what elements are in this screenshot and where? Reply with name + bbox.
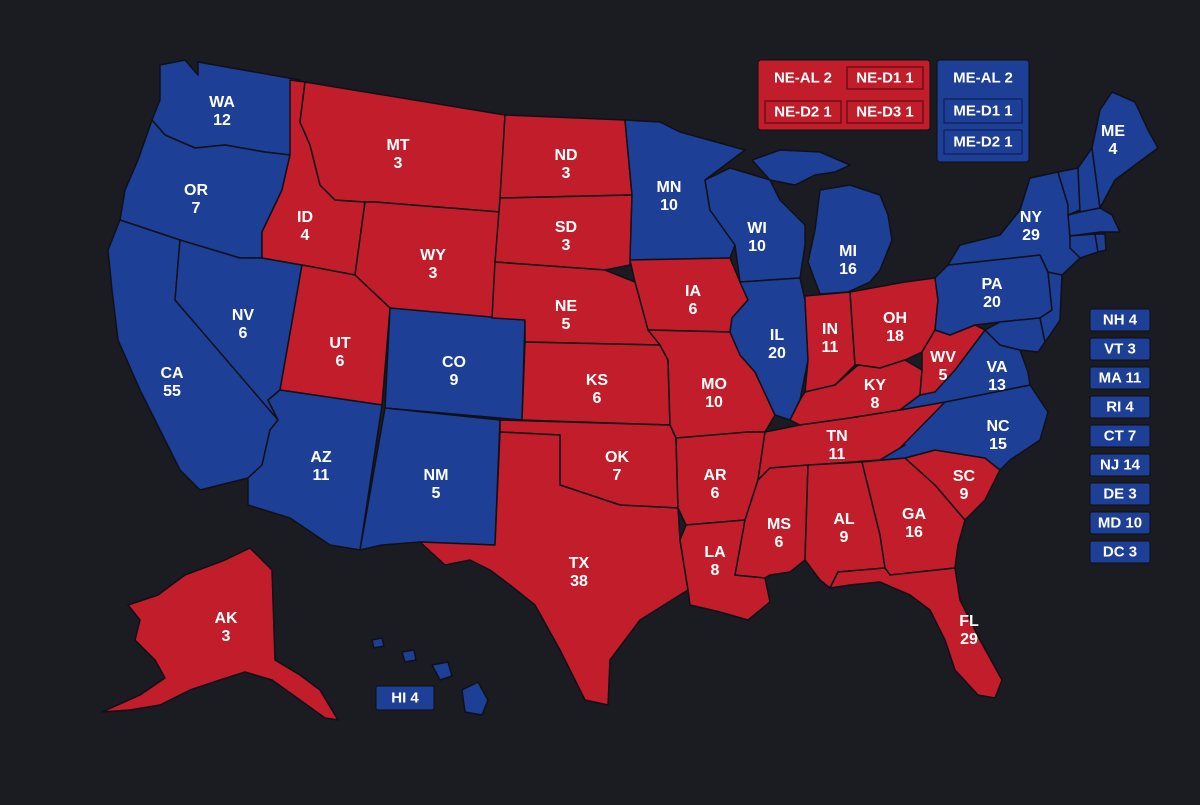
badge-md[interactable]: MD 10 (1089, 511, 1151, 535)
label-sd: SD 3 (555, 219, 577, 254)
state-ut[interactable] (279, 264, 391, 406)
label-ia: IA 6 (685, 283, 701, 318)
label-ny: NY 29 (1020, 209, 1043, 244)
label-tn: TN 11 (826, 428, 847, 463)
ne-d2-badge[interactable]: NE-D2 1 (764, 100, 842, 124)
label-co: CO 9 (442, 354, 466, 389)
label-me: ME 4 (1101, 123, 1125, 158)
label-mn: MN 10 (657, 179, 682, 214)
me-d1-label: ME-D1 1 (953, 103, 1012, 120)
state-wi[interactable] (704, 167, 806, 283)
badge-md-label: MD 10 (1098, 515, 1142, 532)
badge-nh-label: NH 4 (1103, 312, 1138, 329)
label-ut: UT 6 (329, 335, 351, 370)
label-ga: GA 16 (902, 506, 926, 541)
hi-badge[interactable]: HI 4 (375, 685, 435, 711)
label-sc: SC 9 (953, 468, 976, 503)
badge-nh[interactable]: NH 4 (1089, 308, 1151, 332)
badge-ri[interactable]: RI 4 (1089, 395, 1151, 419)
label-wy: WY 3 (420, 247, 446, 282)
state-mi-upper[interactable] (751, 149, 851, 186)
badge-ct[interactable]: CT 7 (1089, 424, 1151, 448)
label-ms: MS 6 (767, 516, 791, 551)
label-mi: MI 16 (839, 243, 857, 278)
state-nj[interactable] (1039, 271, 1063, 343)
state-md[interactable] (984, 317, 1046, 353)
state-hi-oahu[interactable] (401, 649, 417, 663)
ne-d3-label: NE-D3 1 (856, 104, 914, 121)
state-labels: WA 12 OR 7 CA 55 NV 6 ID 4 MT 3 WY 3 UT 6 CO 9 AZ… (160, 94, 1125, 648)
label-fl: FL 29 (959, 613, 979, 648)
label-al: AL 9 (833, 511, 855, 546)
hi-badge-label: HI 4 (391, 690, 419, 707)
me-al-badge[interactable]: ME-AL 2 (953, 70, 1013, 87)
state-hi-kauai[interactable] (371, 637, 385, 649)
label-mt: MT 3 (386, 137, 409, 172)
badge-de[interactable]: DE 3 (1089, 482, 1151, 506)
label-nv: NV 6 (232, 307, 255, 342)
label-pa: PA 20 (981, 276, 1002, 311)
label-il: IL 20 (768, 327, 786, 362)
badge-ri-label: RI 4 (1106, 399, 1134, 416)
badge-dc-label: DC 3 (1103, 544, 1137, 561)
small-states-list: NH 4 VT 3 MA 11 RI 4 CT 7 NJ 14 DE 3 MD … (1089, 308, 1151, 564)
label-in: IN 11 (822, 321, 839, 356)
state-ct[interactable] (1069, 233, 1099, 259)
state-vt[interactable] (1057, 167, 1081, 216)
label-ca: CA 55 (160, 365, 184, 400)
label-mo: MO 10 (701, 376, 727, 411)
label-wi: WI 10 (747, 220, 767, 255)
badge-nj-label: NJ 14 (1100, 457, 1141, 474)
label-ky: KY 8 (864, 377, 887, 412)
label-tx: TX 38 (569, 555, 590, 590)
badge-vt[interactable]: VT 3 (1089, 337, 1151, 361)
badge-ma[interactable]: MA 11 (1089, 366, 1151, 390)
ne-d3-badge[interactable]: NE-D3 1 (846, 100, 924, 124)
badge-de-label: DE 3 (1103, 486, 1136, 503)
state-mi[interactable] (807, 184, 893, 295)
label-nc: NC 15 (986, 418, 1010, 453)
badge-ma-label: MA 11 (1099, 370, 1142, 387)
ne-al-badge[interactable]: NE-AL 2 (774, 70, 832, 87)
state-ri[interactable] (1094, 233, 1107, 253)
me-d1-badge[interactable]: ME-D1 1 (943, 98, 1023, 124)
ne-d2-label: NE-D2 1 (774, 104, 832, 121)
label-ks: KS 6 (586, 372, 609, 407)
me-al-label: ME-AL 2 (953, 70, 1013, 87)
label-wv: WV 5 (930, 349, 956, 384)
label-or: OR 7 (184, 182, 208, 217)
label-id: ID 4 (297, 209, 313, 244)
state-hi-maui[interactable] (431, 661, 453, 681)
ne-d1-badge[interactable]: NE-D1 1 (846, 66, 924, 90)
state-fl[interactable] (829, 567, 1003, 699)
badge-vt-label: VT 3 (1104, 341, 1136, 358)
ne-d1-label: NE-D1 1 (856, 70, 914, 87)
badge-ct-label: CT 7 (1104, 428, 1137, 445)
me-d2-label: ME-D2 1 (953, 134, 1012, 151)
ne-districts-panel: NE-AL 2 NE-D1 1 NE-D2 1 NE-D3 1 (757, 59, 931, 131)
state-ak[interactable] (101, 547, 339, 721)
label-nd: ND 3 (554, 147, 577, 182)
state-hi-big[interactable] (461, 681, 489, 716)
label-oh: OH 18 (883, 310, 907, 345)
state-me[interactable] (1091, 91, 1159, 209)
label-la: LA 8 (704, 544, 726, 579)
me-districts-panel: ME-AL 2 ME-D1 1 ME-D2 1 (936, 59, 1030, 163)
label-ne: NE 5 (555, 298, 578, 333)
badge-nj[interactable]: NJ 14 (1089, 453, 1151, 477)
label-ar: AR 6 (703, 467, 727, 502)
me-d2-badge[interactable]: ME-D2 1 (943, 129, 1023, 155)
ne-al-label: NE-AL 2 (774, 70, 832, 87)
label-ok: OK 7 (605, 449, 629, 484)
label-va: VA 13 (986, 359, 1007, 394)
state-tx[interactable] (419, 431, 689, 706)
badge-dc[interactable]: DC 3 (1089, 540, 1151, 564)
label-az: AZ 11 (310, 449, 332, 484)
label-wa: WA 12 (209, 94, 235, 129)
label-ak: AK 3 (214, 610, 238, 645)
label-nm: NM 5 (424, 467, 449, 502)
state-sd[interactable] (494, 194, 633, 271)
